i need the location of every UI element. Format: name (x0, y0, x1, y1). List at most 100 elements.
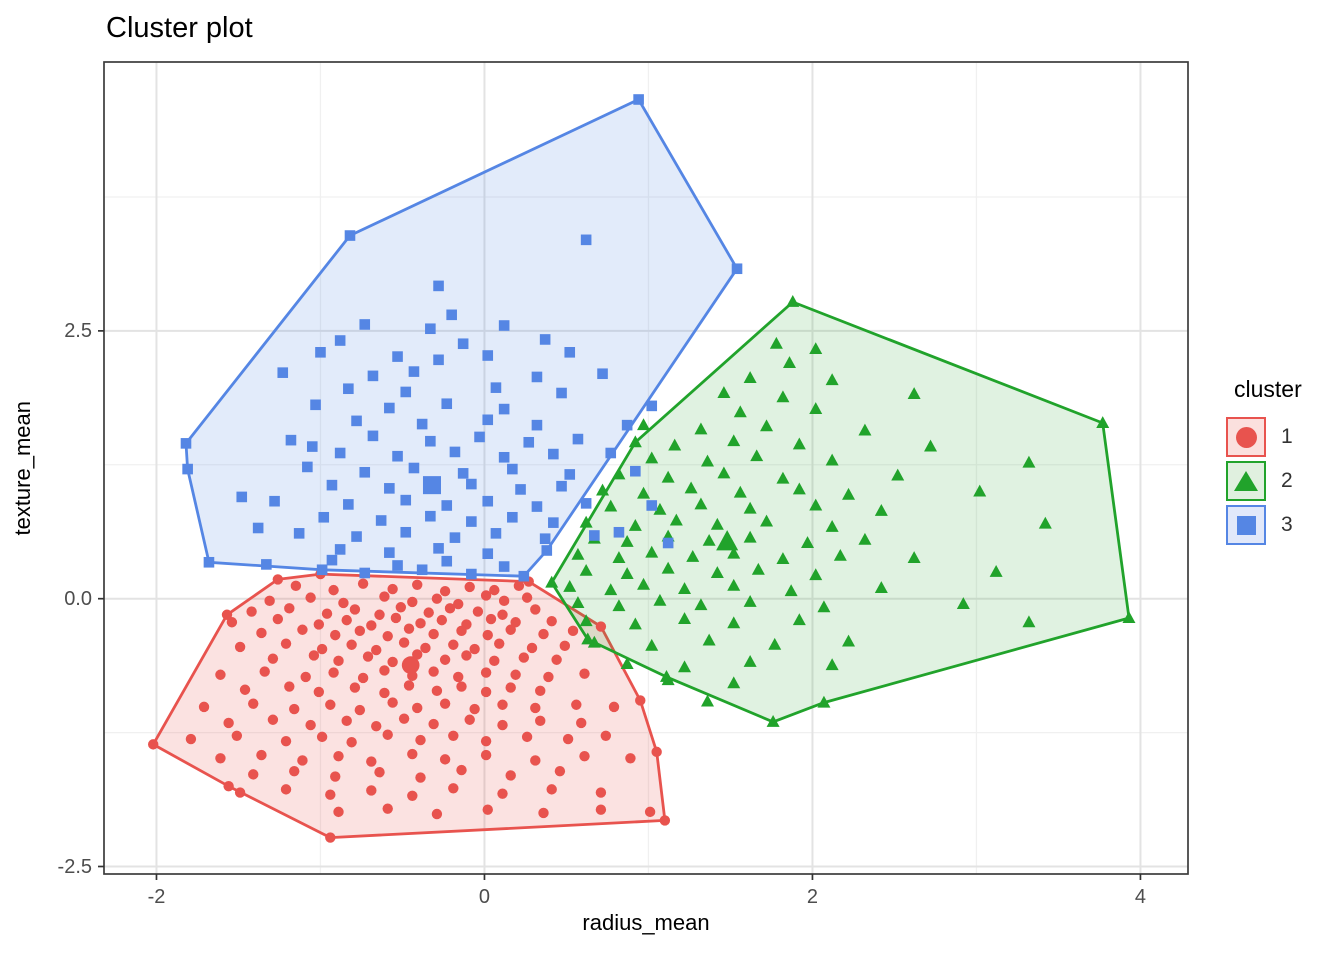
point-cluster-2 (628, 617, 642, 630)
point-cluster-2 (1096, 416, 1110, 428)
y-tick-label: -2.5 (57, 855, 92, 878)
point-cluster-1 (415, 618, 426, 629)
point-cluster-1 (439, 698, 451, 709)
point-cluster-1 (412, 649, 423, 660)
point-cluster-1 (256, 749, 267, 761)
point-cluster-3 (613, 526, 625, 538)
point-cluster-3 (384, 483, 395, 494)
point-cluster-2 (858, 532, 872, 545)
point-cluster-3 (482, 414, 494, 426)
point-cluster-3 (351, 415, 362, 427)
x-tick-label: 4 (1134, 886, 1146, 908)
point-cluster-3 (646, 400, 658, 412)
point-cluster-1 (374, 609, 385, 620)
legend-label: 1 (1281, 425, 1293, 448)
point-cluster-1 (382, 729, 393, 740)
point-cluster-2 (907, 551, 921, 563)
point-cluster-3 (556, 480, 567, 492)
point-cluster-1 (223, 717, 234, 729)
point-cluster-3 (548, 448, 559, 460)
point-cluster-1 (407, 596, 418, 608)
point-cluster-1 (571, 699, 582, 710)
point-cluster-1 (579, 668, 590, 679)
y-tick-label: 2.5 (64, 319, 92, 342)
point-cluster-3 (236, 491, 248, 503)
point-cluster-1 (497, 788, 508, 799)
point-cluster-1 (284, 603, 295, 614)
point-cluster-1 (316, 643, 328, 655)
point-cluster-3 (326, 479, 338, 491)
point-cluster-2 (645, 638, 659, 651)
point-cluster-2 (801, 536, 815, 548)
point-cluster-1 (366, 756, 377, 767)
point-cluster-3 (180, 438, 192, 449)
point-cluster-1 (374, 767, 385, 778)
square-marker-icon (1236, 515, 1256, 535)
point-cluster-1 (608, 701, 620, 713)
point-cluster-1 (325, 699, 336, 710)
point-cluster-2 (702, 633, 716, 646)
point-cluster-1 (535, 715, 546, 727)
point-cluster-3 (630, 465, 641, 477)
point-cluster-3 (203, 556, 215, 568)
legend-entry-cluster-1: 1 (1226, 417, 1342, 457)
point-cluster-1 (333, 655, 344, 667)
point-cluster-2 (612, 551, 626, 563)
x-tick-label: 2 (806, 886, 819, 908)
point-cluster-3 (252, 522, 264, 534)
point-cluster-1 (328, 584, 339, 596)
point-cluster-3 (261, 559, 272, 570)
point-cluster-1 (595, 787, 607, 798)
point-cluster-1 (448, 639, 459, 650)
point-cluster-1 (559, 640, 571, 652)
point-cluster-2 (579, 614, 593, 627)
point-cluster-2 (710, 517, 724, 530)
point-cluster-1 (333, 806, 344, 818)
point-cluster-1 (379, 591, 390, 602)
point-cluster-1 (482, 629, 493, 641)
point-cluster-2 (743, 654, 757, 667)
point-cluster-1 (305, 592, 316, 603)
legend-label: 3 (1281, 513, 1293, 536)
point-cluster-3 (343, 383, 354, 395)
legend: cluster 1 2 3 (1226, 376, 1342, 549)
point-cluster-2 (727, 546, 741, 559)
point-cluster-3 (457, 338, 469, 350)
point-cluster-1 (472, 606, 484, 617)
point-cluster-1 (651, 746, 662, 758)
point-cluster-1 (308, 650, 320, 661)
point-cluster-3 (446, 309, 457, 321)
point-cluster-1 (223, 780, 234, 792)
point-cluster-3 (326, 554, 338, 566)
point-cluster-1 (289, 765, 300, 777)
legend-key-square (1226, 505, 1266, 545)
point-cluster-1 (403, 680, 415, 691)
point-cluster-2 (817, 695, 831, 708)
point-cluster-3 (344, 230, 356, 241)
point-cluster-1 (600, 730, 612, 742)
point-cluster-1 (341, 715, 352, 727)
point-cluster-2 (628, 518, 642, 531)
point-cluster-1 (371, 644, 382, 656)
point-cluster-3 (466, 516, 477, 527)
point-cluster-1 (147, 739, 159, 750)
point-cluster-1 (431, 593, 443, 604)
point-cluster-1 (489, 584, 500, 596)
point-cluster-2 (760, 419, 774, 432)
point-cluster-1 (280, 638, 292, 649)
point-cluster-1 (330, 629, 341, 641)
point-cluster-3 (351, 531, 362, 542)
point-cluster-1 (428, 628, 439, 640)
point-cluster-3 (425, 323, 436, 335)
point-cluster-2 (579, 563, 593, 576)
point-cluster-3 (384, 547, 395, 558)
point-cluster-1 (464, 581, 475, 593)
point-cluster-1 (420, 642, 431, 654)
point-cluster-2 (743, 530, 757, 543)
point-cluster-1 (480, 590, 492, 601)
point-cluster-1 (321, 608, 333, 619)
point-cluster-1 (407, 790, 418, 801)
point-cluster-1 (415, 772, 426, 783)
point-cluster-1 (505, 682, 516, 693)
point-cluster-2 (825, 453, 839, 466)
